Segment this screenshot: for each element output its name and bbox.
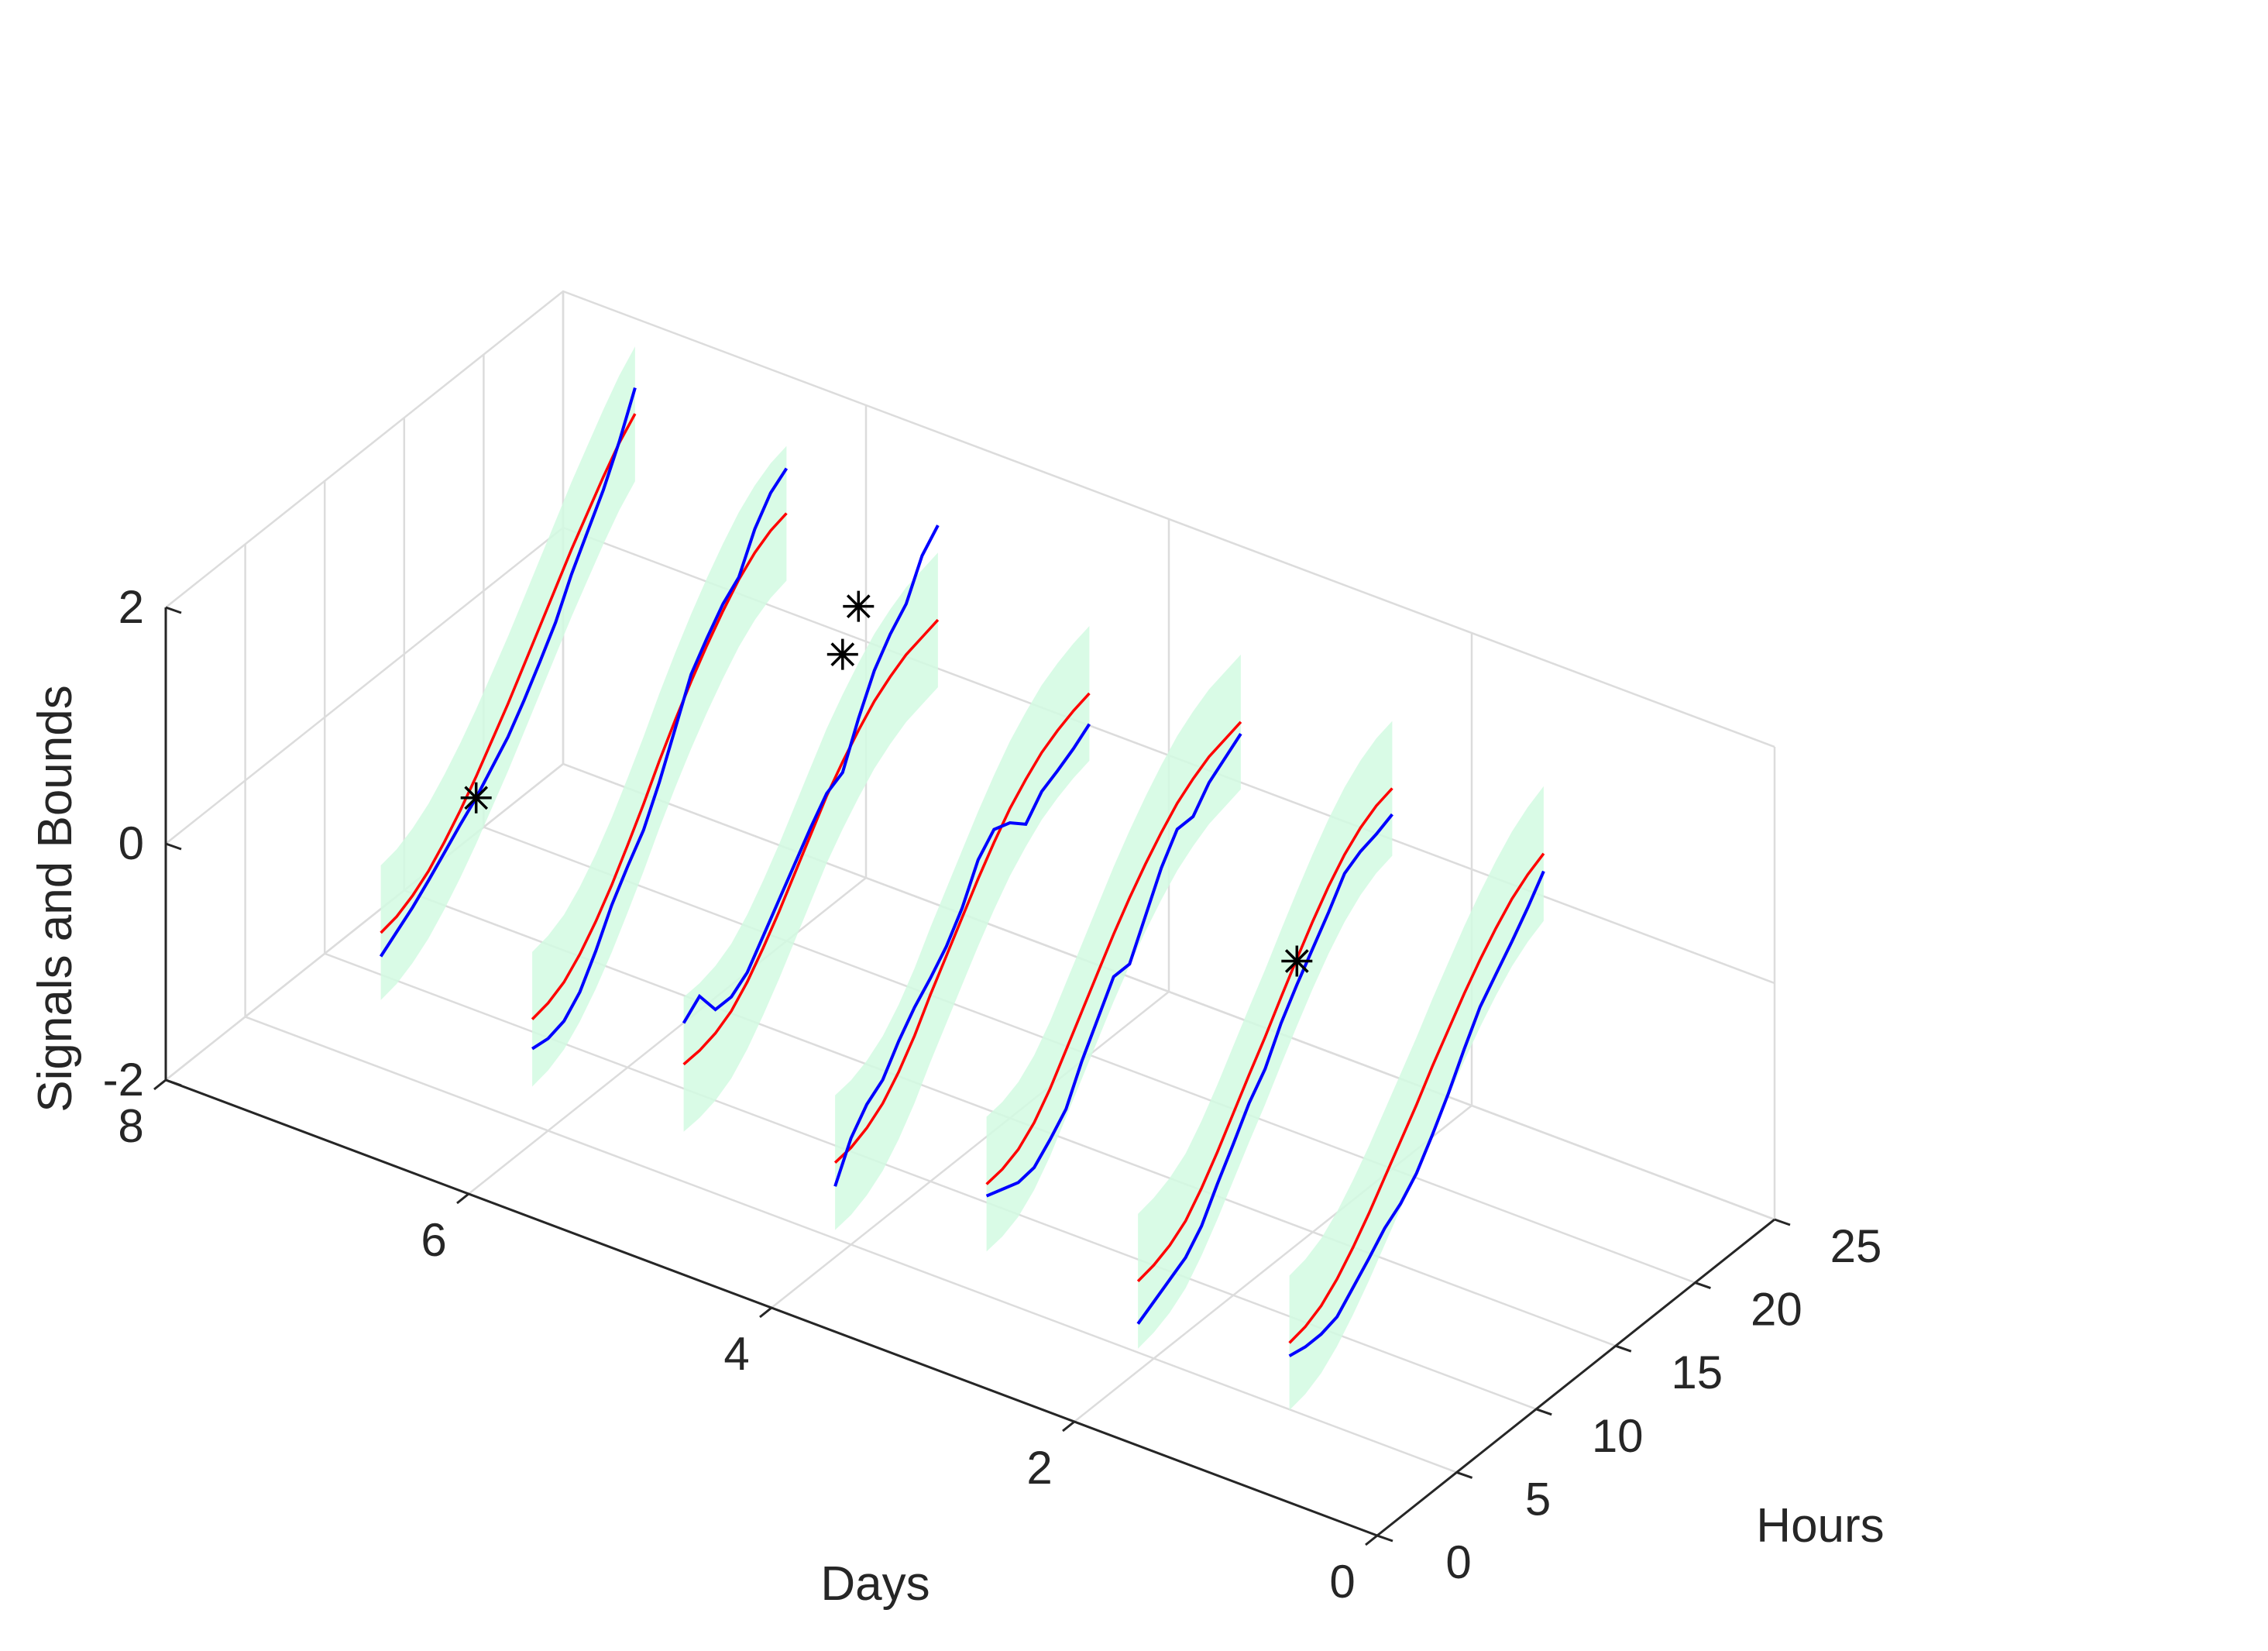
reference-line-day-3 — [985, 721, 1242, 1185]
y-tick — [1774, 1218, 1791, 1226]
y-tick-label: 5 — [1525, 1473, 1551, 1525]
y-tick-label: 0 — [1445, 1536, 1471, 1588]
reference-line-day-2 — [1136, 787, 1393, 1283]
z-tick-label: -2 — [103, 1054, 144, 1106]
axis-layer — [153, 606, 1791, 1546]
reference-line-day-1 — [1288, 852, 1545, 1344]
reference-line-day-7 — [380, 413, 637, 934]
x-tick-label: 6 — [421, 1214, 446, 1266]
signal-line-day-7 — [379, 387, 637, 958]
signal-line-day-3 — [985, 733, 1242, 1198]
bounds-band-day-1 — [1289, 786, 1544, 1411]
x-axis-label: Days — [820, 1557, 930, 1611]
reference-line-day-6 — [531, 512, 788, 1020]
z-axis-label: Signals and Bounds — [29, 685, 82, 1113]
y-tick-label: 20 — [1751, 1284, 1802, 1336]
anomaly-marker — [460, 782, 492, 813]
x-tick-label: 2 — [1026, 1442, 1052, 1494]
marker-stroke — [464, 786, 489, 810]
marker-stroke — [1284, 949, 1309, 973]
y-tick-label: 10 — [1592, 1410, 1644, 1462]
x-tick — [1062, 1420, 1075, 1433]
z-tick-label: 2 — [119, 581, 144, 633]
bounds-band-day-5 — [683, 552, 938, 1132]
y-axis-line — [1376, 1218, 1775, 1537]
anomaly-marker — [1281, 945, 1313, 977]
anomaly-marker — [826, 638, 858, 670]
y-tick-label: 15 — [1671, 1347, 1723, 1398]
signal-line-day-2 — [1136, 813, 1393, 1325]
reference-line-day-5 — [682, 618, 940, 1066]
grid-line — [771, 991, 1170, 1309]
x-tick — [759, 1306, 772, 1319]
grid-line — [165, 290, 1775, 748]
marker-stroke — [830, 642, 855, 666]
z-tick — [165, 606, 182, 614]
grid-line — [165, 762, 1775, 1221]
x-tick — [456, 1192, 469, 1205]
bounds-band-day-7 — [380, 346, 635, 1000]
signal-line-day-4 — [833, 723, 1091, 1187]
x-tick — [153, 1078, 167, 1091]
y-tick — [1456, 1470, 1473, 1479]
x-tick — [1365, 1534, 1378, 1546]
z-tick-label: 0 — [119, 817, 144, 869]
marker-stroke — [846, 594, 871, 618]
x-tick-label: 8 — [118, 1100, 143, 1152]
reference-line-day-4 — [833, 692, 1091, 1164]
grid-line — [468, 877, 867, 1195]
tick-labels: 0 2 4 6 8 0 5 10 15 20 25 -2 0 2 — [103, 581, 1882, 1608]
x-tick-label: 0 — [1329, 1556, 1355, 1608]
anomaly-marker — [843, 590, 875, 622]
grid-line — [245, 1016, 1458, 1474]
signal-line-day-6 — [531, 467, 789, 1051]
y-tick-label: 25 — [1830, 1220, 1882, 1272]
signal-line-day-5 — [682, 525, 940, 1024]
x-tick-label: 4 — [723, 1328, 749, 1380]
z-tick — [165, 1078, 182, 1087]
y-tick — [1615, 1344, 1632, 1353]
z-tick — [165, 842, 182, 851]
signal-line-day-1 — [1288, 870, 1545, 1357]
y-tick — [1694, 1281, 1711, 1290]
data-layer — [379, 346, 1545, 1411]
y-tick — [1535, 1408, 1552, 1416]
y-axis-label: Hours — [1756, 1499, 1884, 1553]
y-tick — [1376, 1534, 1393, 1543]
